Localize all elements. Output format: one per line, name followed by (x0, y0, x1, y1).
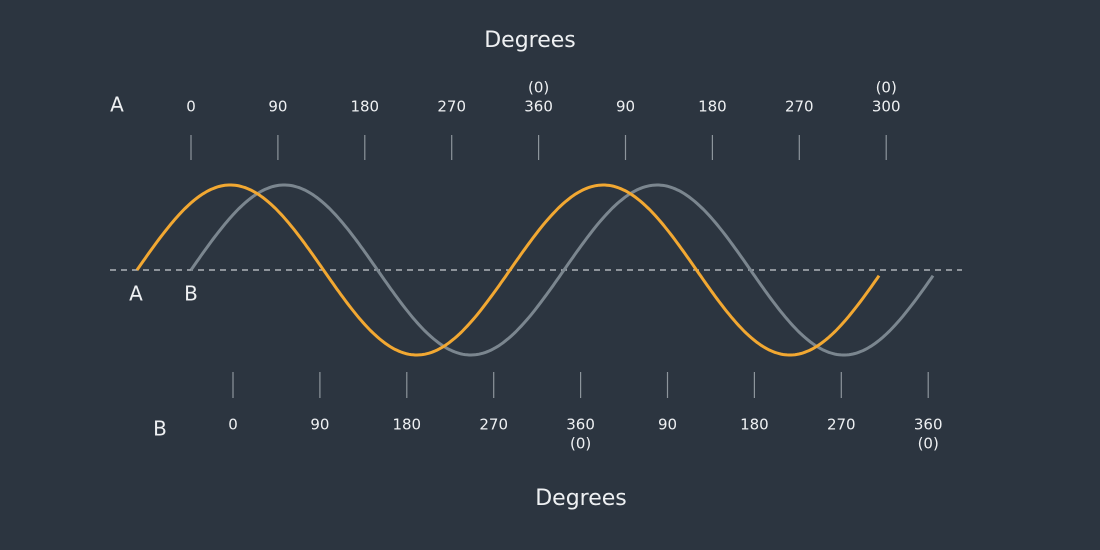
tick-note: (0) (918, 435, 939, 453)
tick-label: 360 (914, 416, 943, 434)
tick-label: 270 (827, 416, 856, 434)
tick-label: 360 (524, 98, 553, 116)
tick-label: 90 (616, 98, 635, 116)
tick-label: 90 (268, 98, 287, 116)
ticks: 0 90 180 270 360(0)90 180 270 300(0)0 90 180 270 36… (186, 79, 942, 453)
top-axis-name: A (110, 93, 124, 117)
tick-label: 270 (785, 98, 814, 116)
tick-label: 300 (872, 98, 901, 116)
tick-label: 180 (698, 98, 727, 116)
bottom-title: Degrees (535, 486, 627, 511)
tick-label: 90 (658, 416, 677, 434)
top-title: Degrees (484, 28, 576, 53)
tick-note: (0) (570, 435, 591, 453)
tick-note: (0) (876, 79, 897, 97)
tick-label: 270 (479, 416, 508, 434)
tick-note: (0) (528, 79, 549, 97)
tick-label: 270 (437, 98, 466, 116)
tick-label: 180 (740, 416, 769, 434)
bottom-axis-name: B (153, 417, 167, 441)
tick-label: 0 (228, 416, 238, 434)
wave-label: B (184, 282, 198, 306)
tick-label: 0 (186, 98, 196, 116)
tick-label: 180 (392, 416, 421, 434)
tick-label: 180 (350, 98, 379, 116)
tick-label: 360 (566, 416, 595, 434)
wave-label: A (129, 282, 143, 306)
wave-a (135, 183, 881, 357)
wave-b (189, 183, 935, 357)
tick-label: 90 (310, 416, 329, 434)
